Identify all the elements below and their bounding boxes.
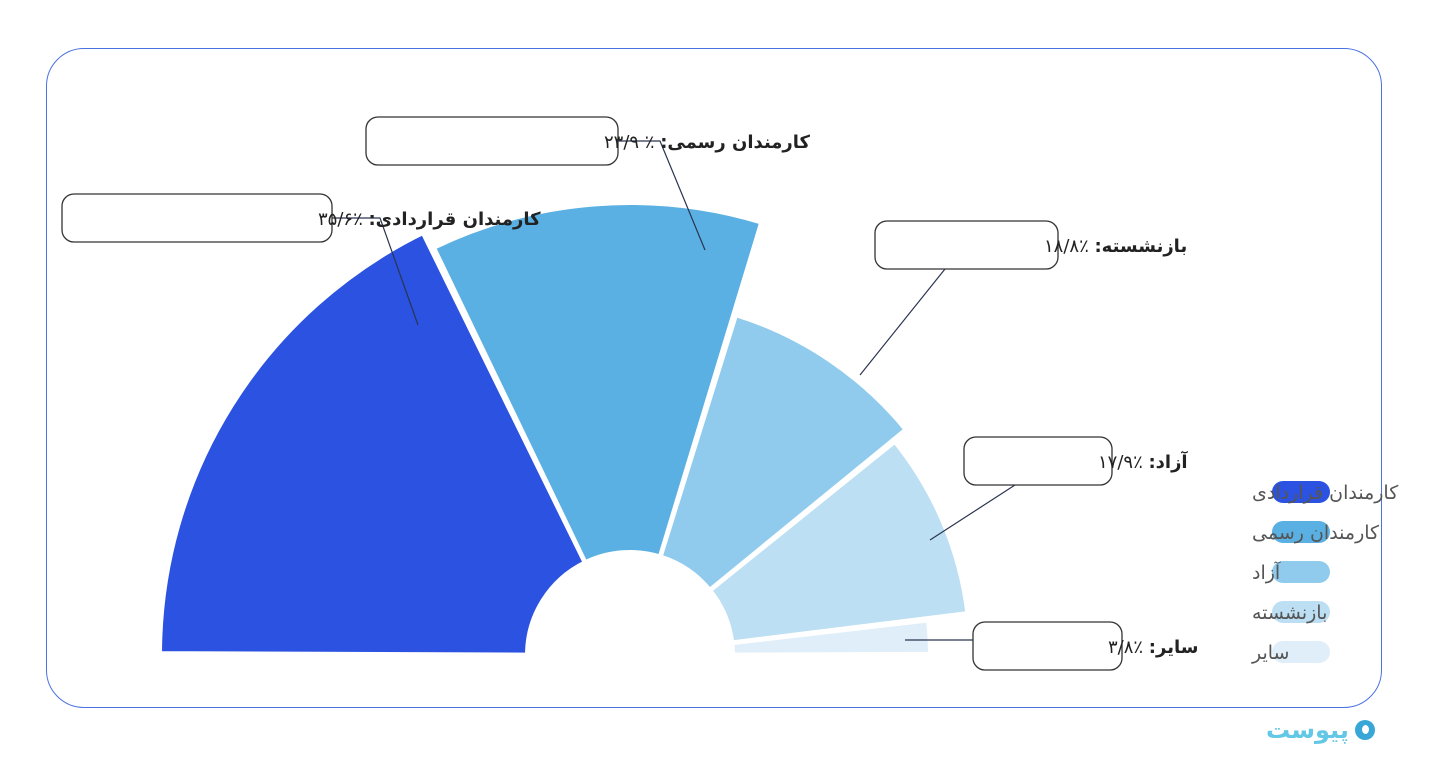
chart-card bbox=[46, 48, 1382, 708]
callout-box bbox=[972, 621, 1123, 671]
callout-category: سایر: bbox=[1149, 637, 1199, 658]
brand-logo: پیوست bbox=[1266, 712, 1375, 748]
callout-4: آزاد: ٪۱۷/۹ bbox=[929, 436, 1188, 541]
legend-swatch bbox=[1272, 641, 1330, 663]
legend-label: بازنشسته bbox=[1252, 602, 1327, 624]
callout-category: آزاد: bbox=[1148, 450, 1188, 473]
callout-box bbox=[61, 193, 333, 243]
pie-slice-5 bbox=[730, 618, 932, 657]
callout-label: آزاد: ٪۱۷/۹ bbox=[1098, 450, 1188, 473]
callout-box bbox=[365, 116, 619, 166]
callout-category: بازنشسته: bbox=[1094, 236, 1187, 257]
callout-value: ٪۳۵/۶ bbox=[318, 209, 368, 230]
callout-label: کارمندان قراردادی: ٪۳۵/۶ bbox=[318, 209, 541, 230]
callout-label: کارمندان رسمی: ٪ ۲۳/۹ bbox=[604, 132, 811, 153]
callout-category: کارمندان قراردادی: bbox=[368, 209, 541, 230]
legend: کارمندان قراردادی کارمندان رسمی آزاد بازنشس… bbox=[1251, 481, 1399, 664]
callout-box bbox=[963, 436, 1113, 486]
legend-swatch bbox=[1272, 521, 1330, 543]
callout-value: ٪۱۸/۸ bbox=[1044, 236, 1094, 257]
half-donut-chart: کارمندان قراردادی: ٪۳۵/۶ کارمندان رسمی: ٪… bbox=[61, 116, 1399, 671]
legend-swatch bbox=[1272, 601, 1330, 623]
pie-slice-4 bbox=[708, 439, 970, 645]
callout-leader-line bbox=[618, 140, 706, 251]
callout-leader-line bbox=[929, 484, 1016, 541]
legend-label: سایر bbox=[1251, 642, 1289, 664]
callout-box bbox=[874, 220, 1059, 270]
callout-leader-line bbox=[859, 268, 946, 376]
legend-swatch bbox=[1272, 561, 1330, 583]
legend-label: کارمندان رسمی bbox=[1252, 522, 1380, 544]
callout-label: بازنشسته: ٪۱۸/۸ bbox=[1044, 236, 1187, 257]
callout-label: سایر: ٪۳/۸ bbox=[1108, 637, 1198, 658]
pie-slice-3 bbox=[658, 313, 908, 592]
callout-value: ٪ ۲۳/۹ bbox=[604, 132, 660, 153]
callout-2: کارمندان رسمی: ٪ ۲۳/۹ bbox=[365, 116, 811, 251]
logo-text: پیوست bbox=[1266, 716, 1349, 744]
callout-value: ٪۱۷/۹ bbox=[1098, 452, 1148, 473]
legend-label: آزاد bbox=[1252, 560, 1281, 584]
legend-label: کارمندان قراردادی bbox=[1252, 482, 1399, 504]
callout-category: کارمندان رسمی: bbox=[660, 132, 810, 153]
pie-slice-1 bbox=[158, 231, 587, 657]
callout-leader-line bbox=[332, 217, 419, 326]
logo-mark-icon bbox=[1354, 720, 1375, 740]
pie-slice-2 bbox=[432, 201, 764, 565]
callout-5: سایر: ٪۳/۸ bbox=[905, 621, 1198, 671]
callout-3: بازنشسته: ٪۱۸/۸ bbox=[859, 220, 1187, 376]
callout-1: کارمندان قراردادی: ٪۳۵/۶ bbox=[61, 193, 541, 326]
legend-swatch bbox=[1272, 481, 1330, 503]
callout-value: ٪۳/۸ bbox=[1108, 637, 1149, 658]
